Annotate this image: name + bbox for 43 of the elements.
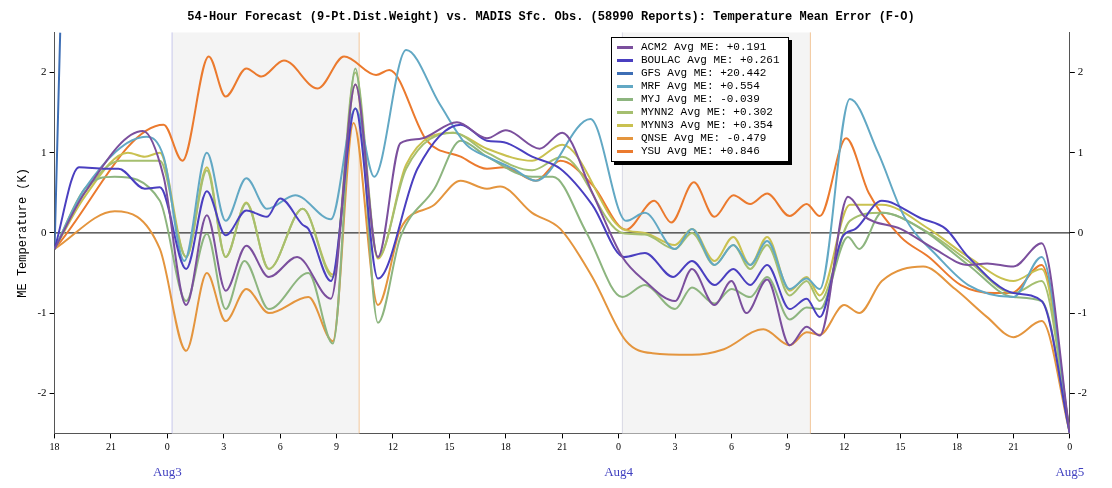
x-tick-label: 18 <box>500 441 511 453</box>
x2-tick-label: Aug4 <box>604 463 634 479</box>
legend-label: MRF Avg ME: +0.554 <box>640 80 760 94</box>
x-tick-label: 9 <box>785 441 791 453</box>
legend-label: MYNN2 Avg ME: +0.302 <box>640 106 773 120</box>
x-tick-label: 0 <box>1067 441 1073 453</box>
y-tick-label: -1 <box>37 305 47 318</box>
legend-label: MYJ Avg ME: -0.039 <box>640 93 760 107</box>
y-tick-label: 2 <box>41 65 47 78</box>
x-tick-label: 18 <box>49 441 60 453</box>
legend-label: BOULAC Avg ME: +0.261 <box>640 54 780 68</box>
x-tick-label: 21 <box>105 441 116 453</box>
y2-tick-label: -1 <box>1077 305 1088 318</box>
x-tick-label: 21 <box>557 441 568 453</box>
x-tick-label: 0 <box>164 441 170 453</box>
y2-tick-label: -2 <box>1077 386 1088 399</box>
legend-label: ACM2 Avg ME: +0.191 <box>640 41 767 55</box>
legend-label: QNSE Avg ME: -0.479 <box>640 132 767 146</box>
x2-tick-label: Aug5 <box>1055 463 1085 479</box>
x-tick-label: 3 <box>221 441 227 453</box>
y-tick-label: 1 <box>41 145 47 158</box>
y-axis-title: ME Temperature (K) <box>16 168 31 298</box>
x-tick-label: 18 <box>952 441 963 453</box>
x-tick-label: 12 <box>387 441 398 453</box>
y2-tick-label: 2 <box>1077 65 1084 78</box>
x-tick-label: 12 <box>839 441 850 453</box>
x-tick-label: 9 <box>334 441 340 453</box>
legend-label: YSU Avg ME: +0.846 <box>640 145 760 159</box>
x-tick-label: 21 <box>1008 441 1019 453</box>
y-tick-label: 0 <box>41 225 48 238</box>
x-tick-label: 15 <box>444 441 455 453</box>
y2-tick-label: 0 <box>1077 225 1084 238</box>
x-tick-label: 15 <box>895 441 906 453</box>
x-tick-label: 6 <box>728 441 734 453</box>
legend-label: GFS Avg ME: +20.442 <box>640 67 767 81</box>
y-tick-label: -2 <box>37 386 47 399</box>
y2-tick-label: 1 <box>1077 145 1084 158</box>
x2-tick-label: Aug3 <box>152 463 182 479</box>
x-tick-label: 3 <box>672 441 678 453</box>
chart-title: 54-Hour Forecast (9-Pt.Dist.Weight) vs. MADIS Sfc. Obs. (58990 Reports): Temperature Mean Error (F-O) <box>187 10 915 25</box>
x-tick-label: 6 <box>277 441 283 453</box>
x-tick-label: 0 <box>616 441 622 453</box>
legend-label: MYNN3 Avg ME: +0.354 <box>640 119 773 133</box>
